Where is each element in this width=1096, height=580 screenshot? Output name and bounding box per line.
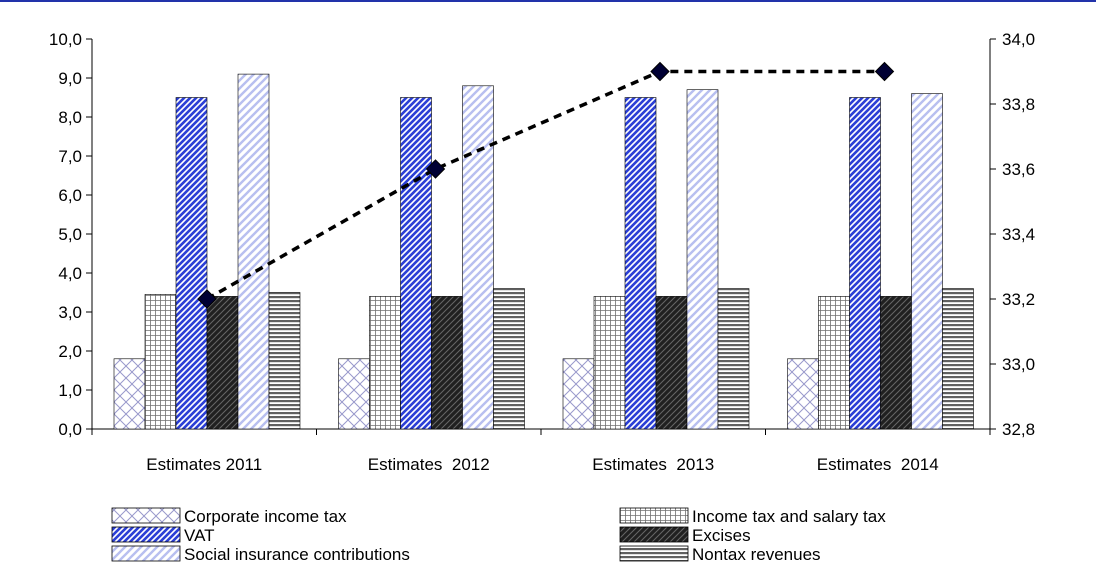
category-label: Estimates 2014 (817, 455, 939, 474)
bar-vat-2 (400, 97, 432, 430)
left-tick-label: 10,0 (49, 30, 82, 49)
bar-nontax-revenues-4 (942, 288, 974, 430)
left-tick-label: 8,0 (58, 108, 82, 127)
left-tick-label: 0,0 (58, 420, 82, 439)
bar-nontax-revenues-3 (717, 288, 750, 430)
left-tick-label: 2,0 (58, 342, 82, 361)
bar-nontax-revenues-2 (493, 288, 525, 430)
line-marker (650, 61, 670, 82)
left-tick-label: 9,0 (58, 69, 82, 88)
bar-corporate-income-tax-1 (113, 358, 146, 430)
right-tick-label: 32,8 (1002, 420, 1035, 439)
right-tick-label: 33,6 (1002, 160, 1035, 179)
legend-swatch (111, 526, 181, 543)
left-tick-label: 1,0 (58, 381, 82, 400)
bar-social-insurance-contributions-2 (462, 85, 494, 430)
legend-swatch (111, 545, 181, 562)
bar-income-tax-and-salary-tax-3 (593, 296, 626, 430)
right-tick-label: 33,4 (1002, 225, 1035, 244)
right-tick-label: 34,0 (1002, 30, 1035, 49)
line-series (197, 61, 895, 309)
line-series-path (206, 69, 885, 301)
right-tick-label: 33,0 (1002, 355, 1035, 374)
bar-excises-4 (880, 296, 912, 430)
bar-vat-3 (624, 97, 657, 430)
legend: Corporate income tax Income tax and salar… (111, 507, 886, 564)
legend-swatch (619, 526, 689, 543)
legend-label: VAT (184, 526, 215, 545)
legend-swatch (111, 507, 181, 524)
line-marker (425, 159, 446, 179)
right-tick-label: 33,8 (1002, 95, 1035, 114)
bar-vat-4 (849, 97, 881, 430)
legend-label: Nontax revenues (692, 545, 821, 564)
bar-income-tax-and-salary-tax-2 (369, 296, 401, 430)
bar-nontax-revenues-1 (268, 292, 301, 430)
right-tick-label: 33,2 (1002, 290, 1035, 309)
bar-corporate-income-tax-4 (787, 358, 819, 430)
bar-excises-1 (206, 296, 239, 430)
bar-income-tax-and-salary-tax-1 (144, 294, 177, 430)
legend-label: Excises (692, 526, 751, 545)
bar-corporate-income-tax-2 (338, 358, 370, 430)
bar-income-tax-and-salary-tax-4 (818, 296, 850, 430)
bar-excises-2 (431, 296, 463, 430)
bar-excises-3 (655, 296, 688, 430)
legend-swatch (619, 507, 689, 524)
category-label: Estimates 2011 (146, 455, 262, 474)
line-marker (874, 61, 895, 82)
legend-label: Corporate income tax (184, 507, 347, 526)
bar-corporate-income-tax-3 (562, 358, 595, 430)
bar-social-insurance-contributions-1 (237, 73, 270, 430)
frame-top-border (0, 0, 1096, 2)
left-tick-label: 7,0 (58, 147, 82, 166)
left-tick-label: 4,0 (58, 264, 82, 283)
axes: 0,0 1,0 2,0 3,0 4,0 5,0 6,0 7,0 8,0 9,0 10,0 32,8 33… (49, 30, 1035, 474)
left-tick-label: 5,0 (58, 225, 82, 244)
bar-vat-1 (175, 97, 208, 430)
legend-label: Income tax and salary tax (692, 507, 886, 526)
line-marker (197, 289, 217, 309)
legend-swatch (619, 545, 689, 562)
bar-social-insurance-contributions-4 (911, 93, 943, 430)
left-tick-label: 3,0 (58, 303, 82, 322)
bar-social-insurance-contributions-3 (686, 89, 719, 430)
left-tick-label: 6,0 (58, 186, 82, 205)
legend-label: Social insurance contributions (184, 545, 410, 564)
bars (113, 73, 974, 430)
category-label: Estimates 2013 (592, 455, 714, 474)
category-label: Estimates 2012 (368, 455, 490, 474)
